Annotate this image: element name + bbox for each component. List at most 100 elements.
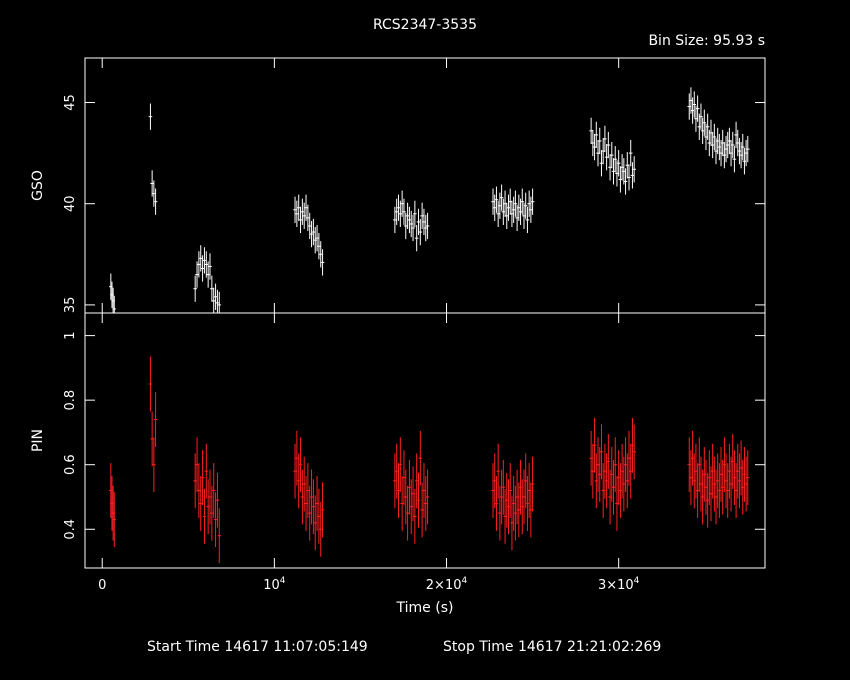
data-point (622, 456, 626, 512)
data-point (402, 450, 406, 506)
data-point (320, 249, 325, 276)
data-point (492, 194, 497, 221)
data-point (632, 424, 636, 480)
data-point (702, 109, 707, 136)
data-point (296, 194, 301, 221)
data-point (613, 146, 618, 173)
data-point (503, 488, 507, 544)
data-point (311, 218, 316, 246)
data-point (530, 456, 535, 512)
data-point (217, 508, 222, 564)
x-tick-label: 104 (263, 576, 286, 593)
data-point (601, 137, 605, 165)
data-point (306, 463, 310, 518)
data-point (599, 150, 604, 177)
data-point (400, 476, 404, 531)
pin-frame (84, 312, 766, 569)
data-point (616, 150, 621, 177)
data-point (618, 166, 623, 193)
data-point (591, 129, 595, 157)
data-point (604, 144, 609, 171)
data-point (527, 190, 531, 217)
data-point (420, 482, 424, 538)
data-point (592, 133, 597, 161)
data-point (210, 485, 214, 541)
data-point (213, 492, 218, 548)
data-point (517, 482, 521, 538)
data-point (494, 476, 499, 531)
data-point (745, 135, 750, 163)
data-point (616, 450, 621, 506)
x-tick-label: 3×104 (598, 576, 640, 593)
data-point (508, 188, 513, 215)
data-point (296, 453, 301, 509)
data-point (529, 196, 533, 223)
data-point (409, 479, 414, 535)
data-point (496, 443, 500, 499)
data-point (603, 443, 607, 499)
data-point (407, 206, 412, 234)
data-point (293, 443, 297, 499)
data-point (309, 469, 314, 525)
data-point (317, 488, 321, 544)
data-point (200, 450, 205, 506)
data-point (501, 459, 506, 515)
data-point (211, 463, 216, 518)
data-point (492, 453, 497, 509)
data-point (204, 251, 209, 278)
data-point (398, 200, 403, 227)
chart-title: RCS2347-3535 (373, 17, 477, 33)
data-point (597, 127, 602, 155)
data-point (411, 214, 415, 242)
start-time-label: Start Time 14617 11:07:05:149 (147, 639, 368, 655)
data-point (407, 459, 412, 515)
data-point (198, 245, 203, 272)
data-point (515, 469, 519, 525)
data-point (150, 170, 154, 197)
data-point (606, 131, 611, 159)
data-point (197, 251, 201, 278)
data-point (152, 180, 156, 207)
data-point (594, 453, 599, 509)
data-point (148, 103, 153, 130)
data-point (501, 198, 506, 225)
data-point (311, 479, 316, 535)
data-point (304, 476, 308, 531)
data-point (615, 476, 619, 531)
data-point (525, 206, 530, 234)
data-point (112, 295, 117, 313)
data-point (313, 495, 318, 551)
data-point (613, 437, 618, 493)
data-point (520, 188, 525, 215)
data-point (298, 206, 303, 234)
data-point (623, 437, 628, 493)
data-point (315, 224, 319, 252)
y-tick-label: 40 (63, 195, 78, 212)
y-tick-label: 0.6 (63, 454, 78, 475)
data-point (418, 218, 423, 246)
data-point (420, 202, 424, 230)
data-point (215, 289, 220, 313)
data-point (193, 453, 197, 509)
data-point (530, 188, 535, 215)
data-point (506, 194, 511, 221)
data-point (213, 283, 218, 310)
data-point (518, 459, 523, 515)
time-axis: 0 104 2×104 3×104 (98, 576, 640, 593)
data-point (193, 275, 197, 302)
data-point (732, 146, 737, 173)
data-point (513, 190, 518, 217)
data-point (630, 417, 635, 473)
data-point (611, 158, 616, 185)
data-point (511, 476, 516, 531)
data-point (405, 202, 410, 230)
data-point (609, 446, 614, 502)
data-point (520, 479, 525, 535)
data-point (425, 469, 430, 525)
data-point (622, 158, 626, 185)
data-point (208, 469, 212, 525)
data-point (398, 437, 403, 493)
data-point (504, 472, 509, 528)
data-point (591, 443, 595, 499)
